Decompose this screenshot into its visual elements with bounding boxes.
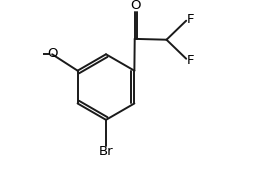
Text: Br: Br [99, 145, 113, 158]
Text: O: O [130, 0, 140, 12]
Text: O: O [47, 47, 57, 60]
Text: F: F [187, 13, 194, 25]
Text: F: F [187, 54, 194, 67]
